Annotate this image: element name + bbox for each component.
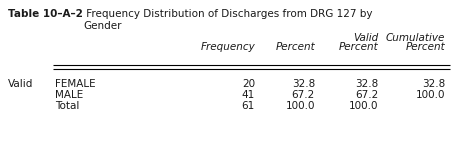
Text: 61: 61 bbox=[242, 101, 255, 111]
Text: 100.0: 100.0 bbox=[349, 101, 378, 111]
Text: 67.2: 67.2 bbox=[355, 90, 378, 100]
Text: Percent: Percent bbox=[338, 42, 378, 52]
Text: 41: 41 bbox=[242, 90, 255, 100]
Text: 20: 20 bbox=[242, 79, 255, 89]
Text: Percent: Percent bbox=[405, 42, 445, 52]
Text: 100.0: 100.0 bbox=[286, 101, 315, 111]
Text: MALE: MALE bbox=[55, 90, 83, 100]
Text: Frequency: Frequency bbox=[200, 42, 255, 52]
Text: Cumulative: Cumulative bbox=[386, 33, 445, 43]
Text: 32.8: 32.8 bbox=[292, 79, 315, 89]
Text: 100.0: 100.0 bbox=[415, 90, 445, 100]
Text: 32.8: 32.8 bbox=[422, 79, 445, 89]
Text: 32.8: 32.8 bbox=[355, 79, 378, 89]
Text: FEMALE: FEMALE bbox=[55, 79, 96, 89]
Text: Total: Total bbox=[55, 101, 80, 111]
Text: Frequency Distribution of Discharges from DRG 127 by
Gender: Frequency Distribution of Discharges fro… bbox=[83, 9, 372, 31]
Text: 67.2: 67.2 bbox=[292, 90, 315, 100]
Text: Valid: Valid bbox=[8, 79, 33, 89]
Text: Table 10–A–2: Table 10–A–2 bbox=[8, 9, 83, 19]
Text: Percent: Percent bbox=[275, 42, 315, 52]
Text: Valid: Valid bbox=[353, 33, 378, 43]
